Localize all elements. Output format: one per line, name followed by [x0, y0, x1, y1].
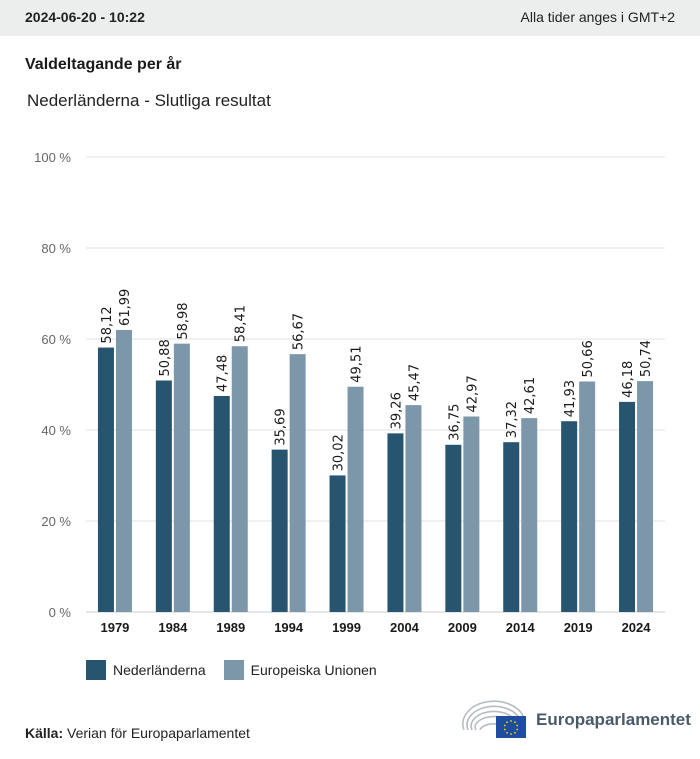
y-tick-label: 0 % [49, 605, 72, 620]
x-tick-label: 1984 [158, 620, 188, 635]
legend-item-netherlands: Nederländerna [86, 660, 206, 680]
bar-netherlands [155, 380, 172, 612]
x-tick-label: 2019 [564, 620, 593, 635]
legend-item-eu: Europeiska Unionen [223, 660, 377, 680]
bar-eu [289, 354, 306, 612]
data-label: 49,51 [350, 346, 365, 383]
data-label: 42,61 [523, 377, 538, 414]
data-label: 58,41 [234, 305, 249, 342]
data-label: 58,12 [100, 306, 115, 343]
bar-netherlands [445, 444, 462, 612]
bar-eu [231, 346, 248, 612]
bar-eu [521, 418, 538, 612]
bar-netherlands [271, 449, 288, 612]
bar-eu [347, 386, 364, 612]
x-tick-label: 1994 [274, 620, 304, 635]
data-label: 41,93 [563, 380, 578, 417]
y-tick-label: 60 % [41, 332, 71, 347]
parliament-hemicycle-icon [462, 700, 526, 738]
timestamp: 2024-06-20 - 10:22 [25, 9, 145, 25]
data-label: 30,02 [332, 434, 347, 471]
bar-netherlands [503, 442, 520, 612]
timezone-note: Alla tider anges i GMT+2 [520, 9, 675, 25]
legend-label-netherlands: Nederländerna [113, 662, 206, 678]
legend-swatch-netherlands [86, 660, 106, 680]
legend: Nederländerna Europeiska Unionen [86, 660, 395, 680]
data-label: 35,69 [274, 408, 289, 445]
data-label: 56,67 [292, 313, 307, 350]
bar-eu [115, 329, 132, 612]
bar-eu [463, 416, 480, 612]
source-label: Källa: [25, 725, 64, 741]
data-label: 47,48 [216, 355, 231, 392]
x-tick-label: 2004 [390, 620, 420, 635]
bar-netherlands [561, 421, 578, 612]
data-label: 58,98 [176, 302, 191, 339]
logo-text: Europaparlamentet [536, 710, 691, 729]
data-label: 46,18 [621, 361, 636, 398]
y-tick-label: 80 % [41, 241, 71, 256]
legend-label-eu: Europeiska Unionen [250, 662, 377, 678]
bar-eu [405, 405, 422, 612]
bar-eu [579, 381, 596, 612]
data-label: 37,32 [505, 401, 520, 438]
y-tick-label: 40 % [41, 423, 71, 438]
data-label: 42,97 [465, 375, 480, 412]
x-tick-label: 2014 [506, 620, 536, 635]
bar-eu [637, 381, 654, 612]
x-tick-label: 2009 [448, 620, 477, 635]
top-bar: 2024-06-20 - 10:22 Alla tider anges i GM… [0, 0, 700, 36]
source-text: Verian för Europaparlamentet [67, 725, 250, 741]
bar-netherlands [387, 433, 404, 612]
turnout-bar-chart: 0 % 20 % 40 % 60 % 80 % 100 % 58,12 61,99 1979 50… [34, 150, 665, 635]
chart-title: Valdeltagande per år [25, 56, 182, 73]
legend-swatch-eu [223, 660, 244, 680]
bar-netherlands [97, 347, 114, 612]
source-note: Källa: Verian för Europaparlamentet [25, 725, 250, 741]
bar-netherlands [329, 475, 346, 612]
bar-netherlands [619, 401, 636, 612]
x-tick-label: 1999 [332, 620, 361, 635]
data-label: 45,47 [407, 364, 422, 401]
y-tick-label: 20 % [41, 514, 71, 529]
y-tick-label: 100 % [34, 150, 71, 165]
bar-eu [173, 343, 190, 612]
x-tick-label: 2024 [622, 620, 652, 635]
x-tick-label: 1979 [100, 620, 129, 635]
data-label: 50,66 [581, 340, 596, 377]
eu-flag-icon [496, 716, 526, 738]
bar-netherlands [213, 395, 230, 612]
data-label: 61,99 [118, 289, 133, 326]
ep-logo: Europaparlamentet [460, 700, 691, 740]
data-label: 36,75 [447, 404, 462, 441]
data-label: 50,88 [158, 339, 173, 376]
x-tick-label: 1989 [216, 620, 245, 635]
chart-subtitle: Nederländerna - Slutliga resultat [27, 91, 271, 110]
data-label: 50,74 [639, 340, 654, 377]
data-label: 39,26 [389, 392, 404, 429]
